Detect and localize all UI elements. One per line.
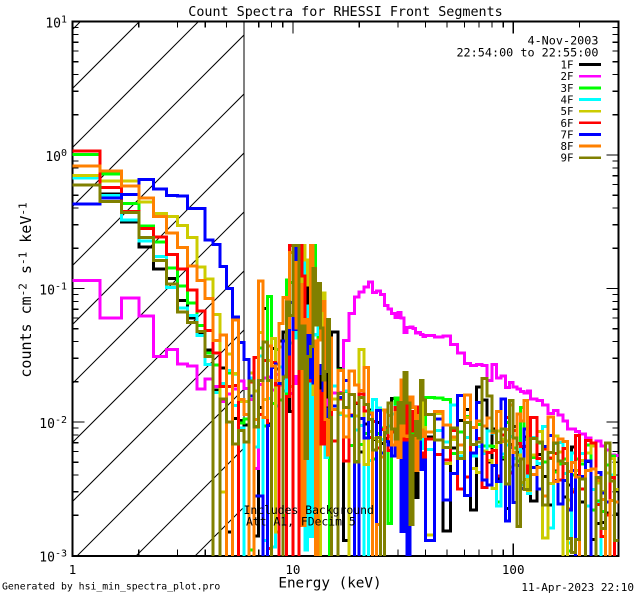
legend-label-1f: 1F: [560, 59, 573, 72]
legend-label-5f: 5F: [560, 105, 573, 118]
y-tick-label-10e-1: 10-1: [39, 281, 67, 298]
x-tick-labels: 1 10 100: [69, 562, 525, 577]
annotation-attenuator-state: Att A1, FDecim 5: [246, 515, 356, 529]
credit-label: Generated by hsi_min_spectra_plot.pro: [2, 582, 220, 593]
series-2f-curve: [72, 278, 619, 470]
legend-label-7f: 7F: [560, 128, 573, 141]
legend-item-6f: 6F: [560, 117, 601, 130]
legend-item-2f: 2F: [560, 70, 601, 83]
x-tick-label-1: 1: [69, 562, 77, 577]
legend-label-3f: 3F: [560, 82, 573, 95]
plot-frame: [71, 20, 620, 557]
legend-label-6f: 6F: [560, 117, 573, 130]
annotation-includes-background: Includes Background: [244, 503, 374, 517]
legend-label-9f: 9F: [560, 152, 573, 165]
legend-item-4f: 4F: [560, 94, 601, 107]
y-tick-labels: 101 100 10-1 10-2 10-3: [39, 14, 67, 565]
chart-title: Count Spectra for RHESSI Front Segments: [188, 5, 502, 20]
y-tick-label-10e1: 101: [45, 14, 67, 31]
legend-item-7f: 7F: [560, 128, 601, 141]
y-tick-label-10e-2: 10-2: [39, 415, 67, 432]
legend-label-2f: 2F: [560, 70, 573, 83]
spectra-curves: [72, 149, 619, 556]
x-tick-label-10: 10: [285, 562, 300, 577]
y-axis-title: counts cm-2​ s-1​ keV-1​: [17, 202, 36, 377]
series-1f-curve: [72, 176, 619, 556]
date-label: 4-Nov-2003: [527, 34, 598, 48]
series-9f-curve: [72, 183, 619, 556]
x-axis-title: Energy (keV): [278, 576, 381, 592]
legend-item-9f: 9F: [560, 152, 601, 165]
legend-label-8f: 8F: [560, 140, 573, 153]
legend-item-5f: 5F: [560, 105, 601, 118]
series-3f-curve: [72, 152, 616, 556]
legend-item-8f: 8F: [560, 140, 601, 153]
x-tick-label-100: 100: [502, 562, 525, 577]
render-timestamp: 11-Apr-2023 22:10: [521, 581, 634, 594]
y-tick-label-10e-3: 10-3: [39, 548, 67, 565]
time-range-label: 22:54:00 to 22:55:00: [456, 46, 598, 60]
y-tick-label-10e0: 100: [45, 148, 67, 165]
legend-item-1f: 1F: [560, 59, 601, 72]
legend-label-4f: 4F: [560, 94, 573, 107]
legend-item-3f: 3F: [560, 82, 601, 95]
series-6f-curve: [72, 149, 616, 556]
